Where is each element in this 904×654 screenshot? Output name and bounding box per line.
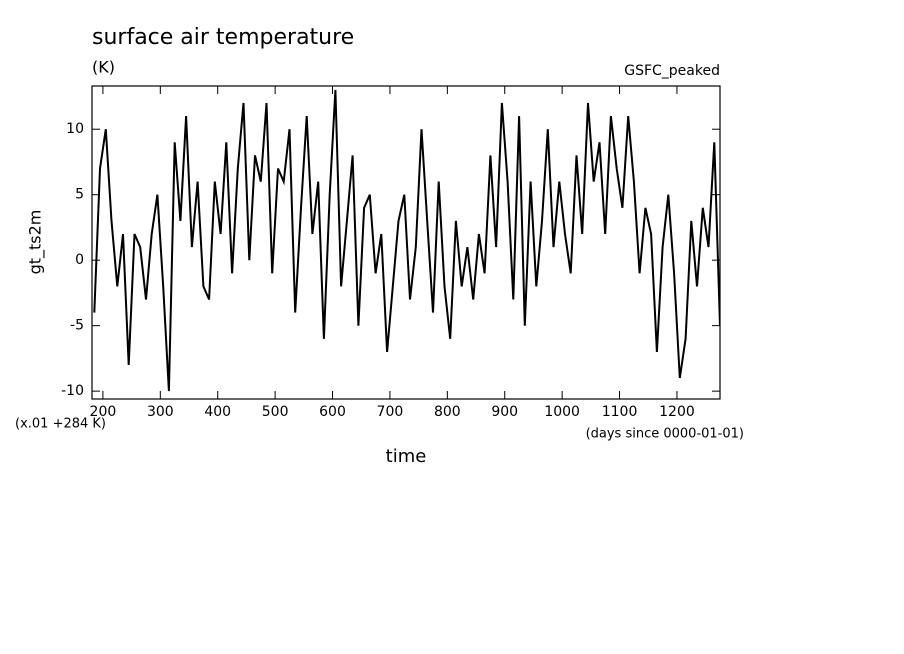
y-tick-label: 0 xyxy=(75,252,84,268)
y-tick-label: 10 xyxy=(66,121,84,137)
annotation: GSFC_peaked xyxy=(624,63,720,79)
chart-subtitle: (K) xyxy=(92,58,115,77)
x-axis-label: time xyxy=(386,446,427,467)
y-tick-label: 5 xyxy=(75,187,84,203)
x-tick-label: 200 xyxy=(90,404,117,420)
x-tick-label: 300 xyxy=(147,404,174,420)
y-tick-label: -5 xyxy=(70,318,84,334)
x-tick-label: 600 xyxy=(319,404,346,420)
chart-title: surface air temperature xyxy=(92,25,354,50)
y-units: (x.01 +284 K) xyxy=(15,417,106,432)
data-line xyxy=(93,89,720,392)
x-tick-label: 900 xyxy=(491,404,518,420)
x-tick-label: 500 xyxy=(262,404,289,420)
x-tick-label: 1100 xyxy=(602,404,638,420)
x-units: (days since 0000-01-01) xyxy=(586,427,744,442)
plot-frame xyxy=(91,85,721,400)
x-tick-label: 1200 xyxy=(659,404,695,420)
x-tick-label: 1000 xyxy=(544,404,580,420)
y-axis-label: gt_ts2m xyxy=(26,210,46,275)
x-tick-label: 400 xyxy=(204,404,231,420)
x-tick-label: 700 xyxy=(377,404,404,420)
y-tick-label: -10 xyxy=(61,383,84,399)
x-tick-label: 800 xyxy=(434,404,461,420)
